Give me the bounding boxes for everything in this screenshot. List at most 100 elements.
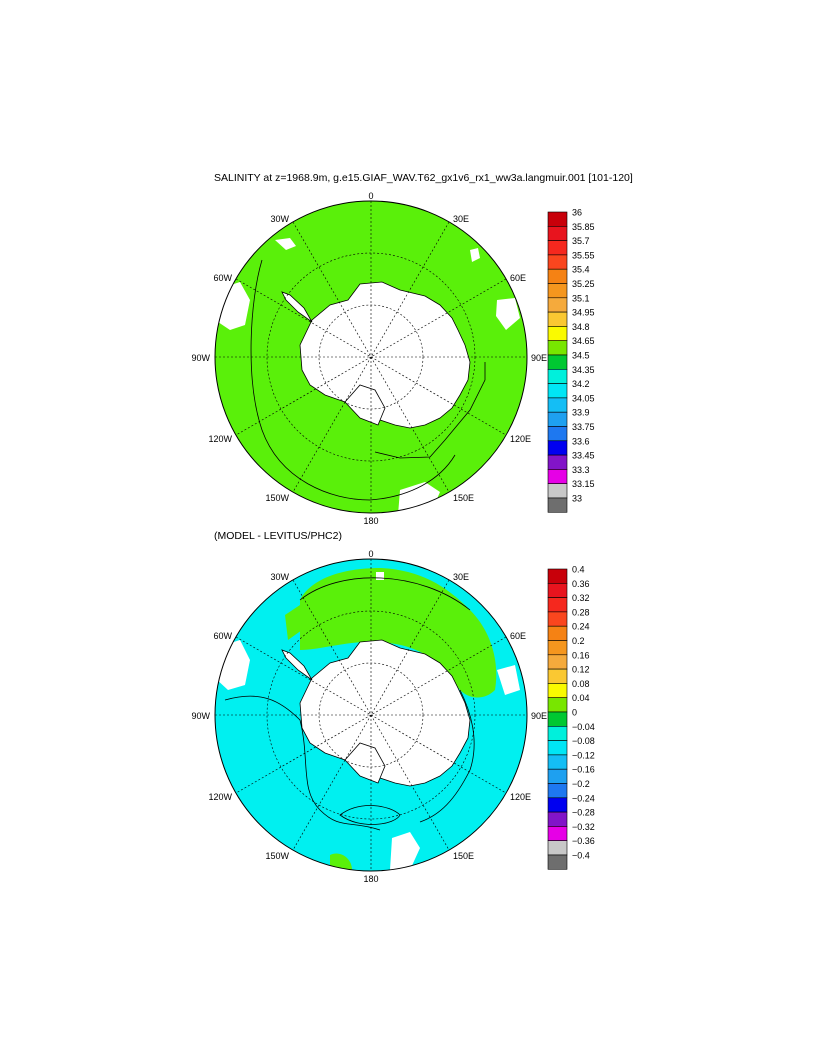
colorbar-label: 35.4 (572, 265, 590, 275)
missing-patch (497, 665, 520, 695)
colorbar-swatch (547, 611, 568, 627)
colorbar-swatch (547, 568, 568, 584)
colorbar-swatch (547, 854, 568, 870)
colorbar-swatch (547, 268, 568, 284)
colorbar-swatch (547, 440, 568, 456)
lon-label-90e: 90E (531, 353, 547, 363)
colorbar-swatch (547, 426, 568, 442)
colorbar-label: 34.2 (572, 379, 590, 389)
lon-label-60w: 60W (213, 273, 232, 283)
colorbar-label: 33.75 (572, 422, 595, 432)
colorbar-label: 35.25 (572, 279, 595, 289)
colorbar-label: 33.45 (572, 451, 595, 461)
lon-label-120e: 120E (510, 434, 531, 444)
missing-patch (390, 832, 420, 870)
colorbar-swatch (547, 397, 568, 413)
colorbar-swatch (547, 697, 568, 713)
colorbar-difference: 0.4 0.36 0.32 0.28 0.24 0.2 0.16 0.12 0.08 0.04 0 −… (547, 565, 595, 870)
positive-anomaly-patch (330, 853, 352, 870)
colorbar-swatch (547, 725, 568, 741)
colorbar-label: 35.1 (572, 293, 590, 303)
map-border (214, 558, 528, 872)
colorbar-swatch (547, 311, 568, 327)
colorbar-swatch (547, 383, 568, 399)
colorbar-swatch (547, 625, 568, 641)
lon-label-150e: 150E (453, 493, 474, 503)
colorbar-label: −0.16 (572, 765, 595, 775)
missing-patch (376, 572, 384, 580)
colorbar-label: −0.28 (572, 808, 595, 818)
colorbar-label: −0.12 (572, 750, 595, 760)
colorbar-label: −0.24 (572, 793, 595, 803)
colorbar-label: 34.8 (572, 322, 590, 332)
colorbar-swatch (547, 326, 568, 341)
lon-label-60e: 60E (510, 273, 526, 283)
colorbar-swatch (547, 683, 568, 699)
colorbar-label: 33.6 (572, 436, 590, 446)
colorbar-label: 0.16 (572, 650, 590, 660)
colorbar-label: 0.08 (572, 679, 590, 689)
colorbar-swatch (547, 668, 568, 684)
lon-label-150w: 150W (265, 493, 289, 503)
lon-label-0: 0 (368, 191, 373, 201)
colorbar-label: 33.15 (572, 479, 595, 489)
ross-region (344, 384, 386, 426)
colorbar-swatch (547, 640, 568, 656)
lon-label-180: 180 (363, 874, 378, 884)
ross-region (344, 742, 386, 784)
colorbar-label: 0.12 (572, 665, 590, 675)
colorbar-label: 34.05 (572, 393, 595, 403)
antarctic-peninsula (281, 649, 313, 681)
colorbar-label: 0.36 (572, 579, 590, 589)
salinity-map: 0 180 30W 30E 60W 60E 90W 90E 120W 120E … (191, 191, 547, 526)
colorbar-swatch (547, 840, 568, 856)
difference-map: 0 180 30W 30E 60W 60E 90W 90E 120W 120E … (191, 549, 547, 884)
colorbar-swatch (547, 811, 568, 827)
colorbar-label: 0.32 (572, 593, 590, 603)
colorbar-swatch (547, 497, 568, 513)
colorbar-label: 34.65 (572, 336, 595, 346)
lon-label-60e: 60E (510, 631, 526, 641)
contour-line (299, 577, 471, 611)
colorbar-swatch (547, 283, 568, 299)
colorbar-swatch (547, 211, 568, 227)
lon-label-150w: 150W (265, 851, 289, 861)
colorbar-swatch (547, 368, 568, 384)
colorbar-swatch (547, 768, 568, 784)
colorbar-label: 34.5 (572, 351, 590, 361)
graticule (215, 201, 527, 513)
missing-patch (275, 238, 296, 250)
colorbar-label: 35.7 (572, 236, 590, 246)
panel-2-title: (MODEL - LEVITUS/PHC2) (214, 530, 342, 542)
lon-label-120w: 120W (208, 792, 232, 802)
lon-label-30e: 30E (453, 214, 469, 224)
colorbar-swatch (547, 797, 568, 813)
contour-line (374, 362, 486, 459)
colorbar-label: 35.85 (572, 222, 595, 232)
colorbar-swatch (547, 826, 568, 842)
contour-line (419, 689, 475, 823)
colorbar-swatch (547, 469, 568, 484)
missing-patch (496, 298, 520, 330)
colorbar-swatch (547, 354, 568, 370)
lon-label-90w: 90W (191, 353, 210, 363)
lon-label-30w: 30W (270, 572, 289, 582)
lon-label-120w: 120W (208, 434, 232, 444)
colorbar-swatch (547, 454, 568, 470)
colorbar-label: 33.9 (572, 408, 590, 418)
colorbar-label: 33.3 (572, 465, 590, 475)
colorbar-label: 0.4 (572, 565, 585, 575)
graticule (215, 559, 527, 871)
lon-label-30e: 30E (453, 572, 469, 582)
colorbar-label: 35.55 (572, 250, 595, 260)
colorbar-label: 34.95 (572, 308, 595, 318)
lon-label-120e: 120E (510, 792, 531, 802)
colorbar-label: 0.04 (572, 693, 590, 703)
colorbar-swatch (547, 483, 568, 499)
colorbar-swatch (547, 254, 568, 270)
colorbar-label: 33 (572, 494, 582, 504)
missing-patch (470, 248, 480, 262)
colorbar-label: −0.36 (572, 836, 595, 846)
colorbar-label: −0.32 (572, 822, 595, 832)
